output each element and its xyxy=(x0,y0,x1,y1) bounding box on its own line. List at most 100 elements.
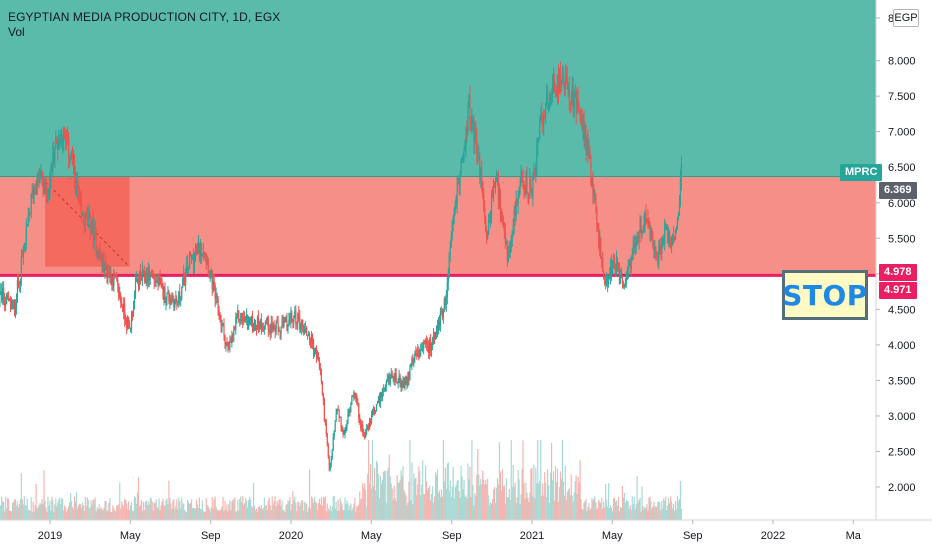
volume-bar xyxy=(93,500,95,520)
candle-body xyxy=(150,272,152,275)
volume-bar xyxy=(570,474,572,520)
currency-badge[interactable]: EGP xyxy=(893,9,919,27)
volume-bar xyxy=(248,500,250,520)
candle-body xyxy=(320,369,322,382)
volume-bar xyxy=(230,509,232,520)
candle-body xyxy=(128,323,131,329)
volume-bar xyxy=(139,505,141,520)
volume-bar xyxy=(392,499,394,520)
volume-bar xyxy=(44,500,46,520)
volume-bar xyxy=(220,509,222,520)
candle-body xyxy=(616,259,619,267)
volume-bar xyxy=(561,440,563,520)
volume-bar xyxy=(31,511,33,520)
indicator-label[interactable]: Vol xyxy=(8,25,25,39)
candle-body xyxy=(73,159,76,178)
stop-annotation[interactable]: STOP xyxy=(782,270,868,320)
candle-body xyxy=(461,158,463,160)
candle-body xyxy=(426,340,428,344)
candle-body xyxy=(369,420,372,423)
volume-bar xyxy=(541,496,543,520)
candle-body xyxy=(669,241,672,248)
candle-body xyxy=(236,315,238,317)
candle-body xyxy=(618,269,621,284)
volume-bar xyxy=(657,501,659,520)
volume-bar xyxy=(538,483,540,520)
volume-bar xyxy=(633,496,635,520)
volume-bar xyxy=(120,508,122,520)
volume-bar xyxy=(329,505,331,520)
volume-bar xyxy=(502,486,504,520)
candle-body xyxy=(39,175,41,183)
volume-bar xyxy=(158,498,160,520)
volume-bar xyxy=(410,500,412,520)
candle-body xyxy=(531,189,533,196)
volume-bar xyxy=(113,508,115,520)
candle-body xyxy=(265,322,267,325)
volume-bar xyxy=(604,507,606,520)
candle-body xyxy=(610,262,613,275)
volume-bar xyxy=(294,496,296,520)
candle-body xyxy=(266,317,268,325)
candle-body xyxy=(520,174,522,184)
volume-bar xyxy=(564,465,566,520)
candle-body xyxy=(444,298,446,306)
candle-body xyxy=(655,246,657,253)
volume-bar xyxy=(649,496,651,520)
volume-bar xyxy=(600,502,602,520)
volume-bar xyxy=(89,507,91,520)
volume-bar xyxy=(331,506,333,520)
candle-body xyxy=(474,131,476,143)
candle-body xyxy=(115,276,117,278)
middle-zone xyxy=(0,176,876,276)
volume-bar xyxy=(71,507,74,520)
volume-bar xyxy=(422,460,424,520)
candle-body xyxy=(404,380,406,387)
candle-body xyxy=(113,273,115,286)
y-tick-label: 6.000 xyxy=(888,198,916,210)
volume-bar xyxy=(285,505,287,520)
candle-body xyxy=(118,284,120,298)
candle-body xyxy=(344,430,346,435)
volume-bar xyxy=(511,487,513,520)
volume-bar xyxy=(171,509,173,520)
volume-bar xyxy=(46,511,48,520)
volume-bar xyxy=(594,496,596,520)
candle-body xyxy=(434,333,437,340)
candle-body xyxy=(46,192,48,202)
candle-body xyxy=(493,186,496,188)
candle-body xyxy=(648,219,650,223)
candle-body xyxy=(639,219,641,232)
volume-bar xyxy=(150,498,152,520)
volume-bar xyxy=(674,500,677,520)
candle-body xyxy=(419,350,421,357)
volume-bar xyxy=(178,497,180,520)
volume-bar xyxy=(16,501,19,520)
candle-body xyxy=(25,226,27,243)
volume-bar xyxy=(68,502,71,520)
volume-bar xyxy=(157,508,159,520)
volume-bar xyxy=(175,506,177,520)
volume-bar xyxy=(630,509,632,520)
candle-body xyxy=(296,323,298,325)
candle-body xyxy=(57,139,59,150)
volume-bar xyxy=(534,498,536,520)
candle-body xyxy=(11,303,14,305)
volume-bar xyxy=(229,500,231,520)
candle-body xyxy=(108,272,110,277)
candle-body xyxy=(645,210,647,219)
volume-bar xyxy=(477,448,479,520)
candle-body xyxy=(33,187,35,196)
volume-bar xyxy=(52,500,54,520)
volume-bar xyxy=(466,498,468,520)
volume-bar xyxy=(119,482,121,520)
candle-body xyxy=(662,237,664,245)
candle-body xyxy=(363,432,365,435)
candle-body xyxy=(81,212,83,214)
volume-bar xyxy=(301,500,303,520)
candle-body xyxy=(257,317,260,327)
volume-bar xyxy=(309,508,312,520)
candle-body xyxy=(535,165,537,177)
volume-bar xyxy=(194,509,197,520)
